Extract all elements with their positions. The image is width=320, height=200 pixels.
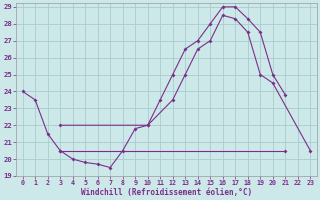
X-axis label: Windchill (Refroidissement éolien,°C): Windchill (Refroidissement éolien,°C) xyxy=(81,188,252,197)
